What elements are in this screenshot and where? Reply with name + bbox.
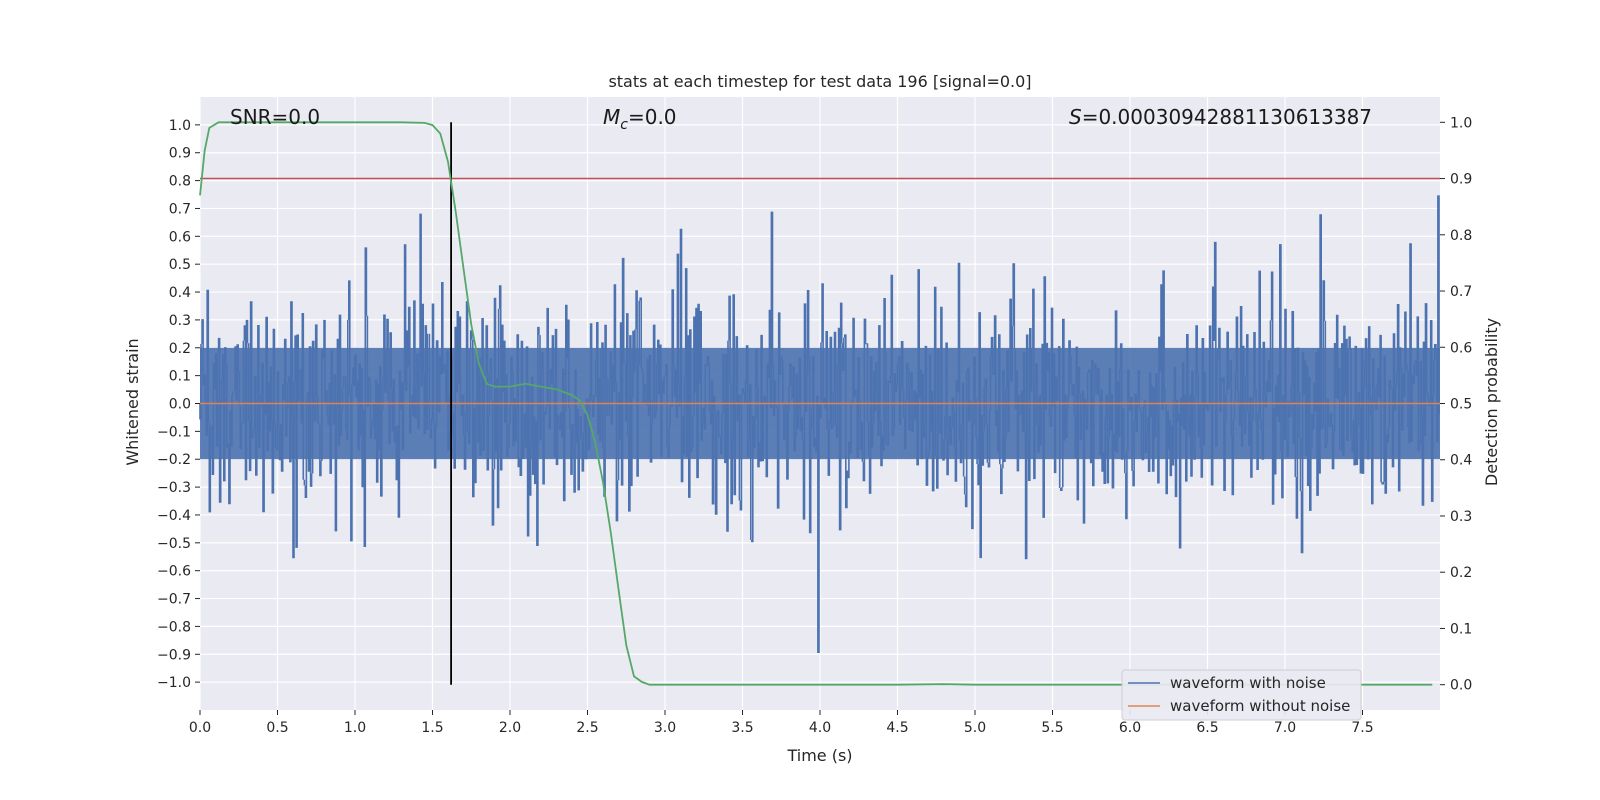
s-annotation: S=0.00030942881130613387	[1069, 105, 1372, 129]
y-left-tick-label: 0.4	[169, 285, 191, 301]
s-value: =0.00030942881130613387	[1082, 105, 1372, 129]
legend: waveform with noise waveform without noi…	[1121, 669, 1362, 721]
y-left-tick-label: 0.7	[169, 201, 191, 217]
y-left-tick-label: −0.2	[157, 452, 191, 468]
series-detection-probability	[199, 121, 1433, 686]
y-right-tick-label: 0.1	[1450, 621, 1472, 637]
y-right-tick-label: 0.9	[1450, 172, 1472, 188]
y-left-tick-label: −0.1	[157, 424, 191, 440]
mc-subscript: c	[620, 117, 628, 133]
x-tick-label: 4.0	[809, 720, 831, 736]
x-tick-label: 6.5	[1196, 720, 1218, 736]
mc-annotation: Mc=0.0	[603, 105, 677, 133]
x-tick-label: 0.0	[189, 720, 211, 736]
y-left-tick-label: 0.8	[169, 174, 191, 190]
y-left-tick-label: −0.7	[157, 592, 191, 608]
s-symbol: S	[1069, 105, 1082, 129]
legend-box	[1121, 669, 1362, 721]
legend-label-clean: waveform without noise	[1170, 697, 1350, 715]
x-tick-label: 4.5	[886, 720, 908, 736]
y-left-axis-label: Whitened strain	[123, 338, 142, 465]
chart-title: stats at each timestep for test data 196…	[608, 72, 1031, 91]
y-left-tick-label: −0.5	[157, 536, 191, 552]
x-tick-label: 2.0	[499, 720, 521, 736]
x-tick-label: 3.0	[654, 720, 676, 736]
y-right-tick-label: 0.4	[1450, 453, 1472, 469]
y-left-tick-label: 0.3	[169, 313, 191, 329]
x-tick-label: 0.5	[266, 720, 288, 736]
y-right-tick-label: 0.2	[1450, 565, 1472, 581]
y-left-tick-label: 0.6	[169, 229, 191, 245]
x-tick-label: 1.0	[344, 720, 366, 736]
y-left-tick-label: 0.1	[169, 369, 191, 385]
x-tick-label: 7.0	[1274, 720, 1296, 736]
x-tick-label: 6.0	[1119, 720, 1141, 736]
x-tick-label: 3.5	[731, 720, 753, 736]
y-left-axis-ticks: 1.0 0.9 0.8 0.7 0.6 0.5 0.4 0.3 0.2 0.1 0.0 −0.1 −0.…	[157, 118, 200, 691]
y-left-tick-label: −0.9	[157, 647, 191, 663]
y-right-tick-label: 0.8	[1450, 228, 1472, 244]
y-left-tick-label: −1.0	[157, 675, 191, 691]
mc-value: =0.0	[628, 105, 677, 129]
x-tick-label: 5.5	[1041, 720, 1063, 736]
x-tick-label: 2.5	[576, 720, 598, 736]
y-left-tick-label: 0.2	[169, 341, 191, 357]
y-left-tick-label: 0.5	[169, 257, 191, 273]
y-right-tick-label: 0.7	[1450, 284, 1472, 300]
y-left-tick-label: 0.0	[169, 397, 191, 413]
x-axis-ticks: 0.0 0.5 1.0 1.5 2.0 2.5 3.0 3.5 4.0 4.5 5.0 5.5 6.0 6…	[189, 710, 1374, 736]
y-left-tick-label: −0.8	[157, 619, 191, 635]
y-right-tick-label: 0.5	[1450, 397, 1472, 413]
y-left-tick-label: −0.3	[157, 480, 191, 496]
x-tick-label: 7.5	[1351, 720, 1373, 736]
y-left-tick-label: −0.4	[157, 508, 191, 524]
y-right-tick-label: 0.6	[1450, 340, 1472, 356]
x-axis-label: Time (s)	[786, 746, 852, 765]
y-right-tick-label: 1.0	[1450, 115, 1472, 131]
x-tick-label: 5.0	[964, 720, 986, 736]
legend-label-noise: waveform with noise	[1170, 674, 1326, 692]
y-right-tick-label: 0.0	[1450, 678, 1472, 694]
x-tick-label: 1.5	[421, 720, 443, 736]
y-left-tick-label: −0.6	[157, 564, 191, 580]
mc-symbol: M	[603, 105, 620, 129]
y-right-axis-label: Detection probability	[1482, 318, 1501, 486]
y-right-axis-ticks: 1.0 0.9 0.8 0.7 0.6 0.5 0.4 0.3 0.2 0.1 0.0	[1440, 115, 1472, 694]
y-left-tick-label: 1.0	[169, 118, 191, 134]
y-right-tick-label: 0.3	[1450, 509, 1472, 525]
y-left-tick-label: 0.9	[169, 146, 191, 162]
snr-annotation: SNR=0.0	[230, 105, 320, 129]
